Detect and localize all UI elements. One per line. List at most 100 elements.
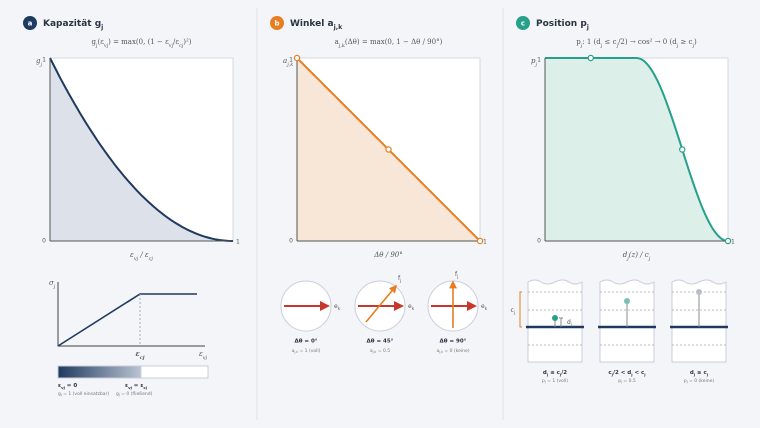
text-part: j [534, 62, 537, 68]
text-part: j [570, 322, 572, 327]
text-part: j [626, 256, 629, 262]
text-part: (Δθ) = max(0, 1 − Δθ / 90°) [345, 38, 443, 46]
text-part: = 1 (voll) [546, 378, 569, 384]
text-part: cj [143, 385, 147, 390]
panel-title: Position pj [536, 19, 589, 31]
text-part: k [485, 306, 488, 311]
arrow-f [365, 284, 398, 323]
text-part: f [455, 271, 458, 278]
case-note: pj = 0 (keine) [684, 378, 714, 385]
text-part: vj [61, 385, 65, 390]
text-part: < c [633, 370, 645, 376]
text-part: j,k [333, 24, 344, 31]
stress-curve [57, 293, 197, 347]
d-label: dj [567, 319, 572, 327]
text-part: ≤ c [548, 370, 560, 376]
curve-area [545, 58, 728, 241]
tick-label: 0 [537, 238, 541, 245]
y-label: σj [49, 279, 56, 290]
legend-head: εvj = 0 [58, 383, 77, 390]
text-part: j [686, 380, 688, 384]
x-mark: εcj [135, 349, 144, 361]
text-part: j [691, 43, 694, 49]
text-part: k [338, 306, 341, 311]
text-part: (ε [97, 38, 104, 46]
arrow-label: fj [455, 271, 458, 279]
text-part: = 1 (voll) [298, 348, 321, 354]
text-part: j [39, 62, 42, 68]
text-part: j [630, 372, 632, 377]
case-note: aj,k = 1 (voll) [292, 348, 321, 355]
arrow-label: ek [481, 303, 488, 311]
text-part: e [408, 303, 412, 310]
text-part: ) [694, 38, 697, 46]
text-part: f [398, 275, 401, 282]
d-bracket [559, 317, 563, 327]
text-part: ≥ c [678, 38, 692, 46]
text-part: ε [125, 383, 128, 389]
text-part: j,k [438, 350, 443, 354]
legend-note: gj = 1 (voll einsatzbar) [58, 391, 109, 398]
x-label: εvj / εcj [130, 251, 153, 262]
marker [293, 54, 301, 62]
text-part: e [334, 303, 338, 310]
badge: b [274, 20, 279, 28]
text-part: vj [103, 43, 109, 49]
case-head: cj/2 < dj < cj [608, 370, 645, 377]
arrow-label: ek [334, 303, 341, 311]
text-part: j [118, 393, 120, 397]
panel-title: Winkel aj,k [290, 19, 343, 31]
text-part: d [623, 251, 628, 259]
text-part: j,k [293, 350, 298, 354]
text-part: = 1 (voll einsatzbar) [62, 391, 110, 397]
tick-label: 1 [42, 57, 46, 64]
marker [385, 146, 392, 153]
text-part: σ [49, 279, 54, 287]
text-part: j [620, 380, 622, 384]
curve [49, 57, 233, 242]
text-part: / ε [138, 251, 149, 259]
text-part: = 0 [65, 383, 77, 389]
text-part: j,k [286, 62, 293, 68]
text-part: j [586, 24, 589, 31]
axes [57, 282, 205, 347]
tick-label: 1 [289, 57, 293, 64]
text-part: : 1 (d [582, 38, 601, 46]
color-bar [57, 365, 209, 379]
text-part: j [60, 393, 62, 397]
text-part: g [36, 57, 41, 65]
text-part: k [412, 306, 415, 311]
text-part: = 0.5 [622, 378, 636, 384]
text-part: j [546, 372, 548, 377]
text-part: c [608, 370, 611, 376]
formula: pj: 1 (dj ≤ cj/2) → cos² → 0 (dj ≥ cj) [576, 38, 697, 49]
position-dot [696, 289, 702, 295]
text-part: j [544, 380, 546, 384]
text-part: vj [203, 355, 208, 361]
text-part: j [53, 284, 56, 290]
text-part: p [542, 379, 545, 384]
case-note: aj,k = 0.5 [370, 348, 390, 355]
badge-circle [516, 16, 530, 30]
text-part: g [58, 392, 61, 397]
case-head: dj ≥ cj [690, 370, 708, 377]
x-label: Δθ / 90° [373, 251, 403, 259]
case-head: Δθ = 45° [367, 339, 394, 345]
formula: gj(εvj) = max(0, (1 − εvj/εcj)²) [91, 38, 191, 49]
text-part: = ε [132, 383, 144, 389]
text-part: j [559, 372, 561, 377]
text-part: /2) → cos² → 0 (d [618, 38, 677, 46]
y-label: aj,k [283, 57, 293, 68]
marker [724, 237, 732, 245]
text-part: j [513, 310, 515, 315]
text-part: p [684, 379, 687, 384]
text-part: = 0 (keine) [443, 348, 470, 354]
text-part: cj [140, 355, 145, 361]
text-part: j [648, 256, 651, 262]
x-label: εvj [199, 350, 208, 361]
text-part: ε [199, 350, 203, 358]
text-part: e [481, 303, 485, 310]
text-part: = 0.5 [376, 348, 390, 354]
text-part: j [95, 43, 98, 49]
